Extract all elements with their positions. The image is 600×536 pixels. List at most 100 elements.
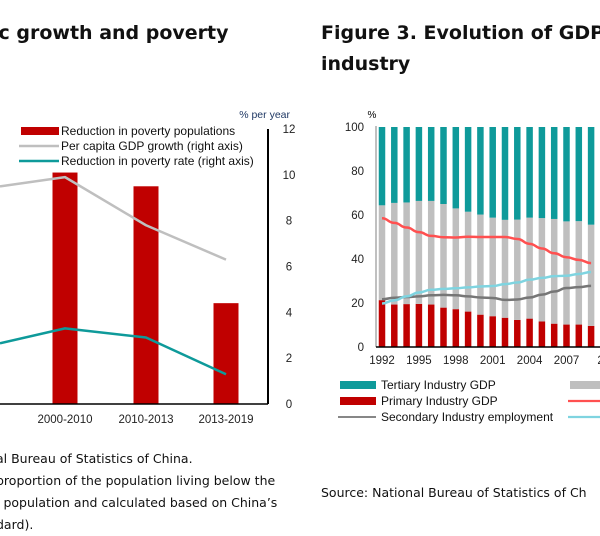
y-tick-label: 4 bbox=[286, 307, 293, 319]
bar-primary-industry-gdp bbox=[514, 319, 521, 347]
bar-tertiary-industry-gdp bbox=[427, 127, 435, 201]
note-line: al Bureau of Statistics of China. bbox=[0, 451, 193, 466]
legend-label: Per capita GDP growth (right axis) bbox=[61, 139, 243, 153]
bar-tertiary-industry-gdp bbox=[440, 127, 447, 204]
right-figure-title-line2: industry bbox=[321, 53, 411, 75]
x-tick-label: 1992 bbox=[369, 355, 395, 367]
x-tick-label: 2010-2013 bbox=[119, 414, 174, 426]
bar-tertiary-industry-gdp bbox=[489, 127, 496, 218]
bar-secondary-industry-gdp bbox=[378, 205, 386, 301]
legend-label: Reduction in poverty populations bbox=[61, 124, 235, 138]
line-tertiary-industry-employment bbox=[381, 270, 592, 305]
left-figure-notes: al Bureau of Statistics of China. propor… bbox=[0, 448, 277, 536]
bar-primary-industry-gdp bbox=[452, 309, 460, 347]
right-chart: % 0 20 40 60 80 100 1992 1995 1998 2001 2004 2007 2… bbox=[338, 110, 600, 424]
bar-secondary-industry-gdp bbox=[415, 200, 423, 304]
x-tick-label: 2004 bbox=[517, 355, 543, 367]
legend-label: Primary Industry GDP bbox=[381, 394, 498, 408]
bar-secondary-industry-gdp bbox=[489, 217, 496, 317]
right-axis-unit-label: % per year bbox=[239, 109, 290, 121]
bar-tertiary-industry-gdp bbox=[391, 127, 398, 203]
x-tick-label: 2001 bbox=[480, 355, 506, 367]
x-tick-label: 2007 bbox=[554, 355, 580, 367]
bar-secondary-industry-gdp bbox=[391, 202, 398, 305]
y-tick-label: 100 bbox=[345, 122, 364, 134]
bar-secondary-industry-gdp bbox=[587, 224, 595, 326]
y-tick-label: 10 bbox=[283, 170, 296, 182]
bar-tertiary-industry-gdp bbox=[477, 127, 484, 215]
legend-swatch-tertiary-industry-gdp bbox=[340, 381, 376, 389]
legend-label: Reduction in poverty rate (right axis) bbox=[61, 154, 254, 168]
bar-primary-industry-gdp bbox=[538, 321, 546, 347]
bar-tertiary-industry-gdp bbox=[575, 127, 583, 222]
bar-secondary-industry-gdp bbox=[501, 219, 509, 318]
y-tick-label: 0 bbox=[286, 399, 292, 411]
legend-label: Tertiary Industry GDP bbox=[381, 378, 496, 392]
bar-tertiary-industry-gdp bbox=[378, 127, 386, 206]
bar-primary-industry-gdp bbox=[587, 325, 595, 347]
bar-secondary-industry-gdp bbox=[477, 214, 484, 315]
x-tick-label: 1995 bbox=[406, 355, 432, 367]
x-tick-label: 1998 bbox=[443, 355, 469, 367]
bar-primary-industry-gdp bbox=[403, 304, 410, 347]
bar-secondary-industry-gdp bbox=[550, 218, 558, 324]
line-reduction-in-poverty-rate bbox=[0, 327, 227, 376]
bar-primary-industry-gdp bbox=[489, 316, 496, 347]
bar-tertiary-industry-gdp bbox=[452, 127, 460, 209]
left-figure-title: ic growth and poverty bbox=[0, 22, 229, 44]
bar-primary-industry-gdp bbox=[415, 303, 423, 347]
legend-swatch-primary-industry-gdp bbox=[340, 397, 376, 405]
note-line: proportion of the population living belo… bbox=[0, 473, 276, 488]
y-tick-label: 2 bbox=[286, 353, 292, 365]
y-tick-label: 20 bbox=[351, 298, 364, 310]
right-figure-title-line1: Figure 3. Evolution of GDP a bbox=[321, 22, 600, 44]
bar-reduction-in-poverty-populations bbox=[213, 303, 239, 404]
y-tick-label: 80 bbox=[351, 166, 364, 178]
bar-tertiary-industry-gdp bbox=[563, 127, 570, 222]
note-line: dard). bbox=[0, 517, 34, 532]
bar-primary-industry-gdp bbox=[391, 304, 398, 347]
right-figure-source: Source: National Bureau of Statistics of… bbox=[321, 485, 587, 500]
bar-primary-industry-gdp bbox=[378, 300, 386, 347]
bar-tertiary-industry-gdp bbox=[464, 127, 472, 212]
bar-secondary-industry-gdp bbox=[440, 204, 447, 308]
bar-secondary-industry-gdp bbox=[464, 211, 472, 312]
legend-swatch-secondary-industry-gdp bbox=[570, 381, 600, 389]
bar-primary-industry-gdp bbox=[464, 311, 472, 347]
bar-reduction-in-poverty-populations bbox=[133, 186, 159, 404]
bar-primary-industry-gdp bbox=[427, 304, 435, 347]
legend-label: Secondary Industry employment bbox=[381, 410, 554, 424]
y-axis-unit-label: % bbox=[368, 110, 377, 121]
bar-secondary-industry-gdp bbox=[563, 221, 570, 325]
x-tick-label: 2013-2019 bbox=[199, 414, 254, 426]
bar-secondary-industry-gdp bbox=[452, 208, 460, 310]
y-tick-label: 40 bbox=[351, 254, 364, 266]
y-tick-label: 0 bbox=[358, 342, 364, 354]
bar-reduction-in-poverty-populations bbox=[52, 172, 78, 404]
bar-primary-industry-gdp bbox=[477, 314, 484, 347]
bar-tertiary-industry-gdp bbox=[526, 127, 533, 218]
y-tick-label: 12 bbox=[283, 124, 296, 136]
x-tick-label: 2000-2010 bbox=[38, 414, 93, 426]
bar-secondary-industry-gdp bbox=[526, 217, 533, 319]
note-line: l population and calculated based on Chi… bbox=[0, 495, 278, 510]
bar-primary-industry-gdp bbox=[526, 318, 533, 347]
bar-primary-industry-gdp bbox=[575, 324, 583, 347]
legend-swatch-reduction-in-poverty-populations bbox=[21, 127, 59, 135]
bar-primary-industry-gdp bbox=[440, 307, 447, 347]
y-tick-label: 60 bbox=[351, 210, 364, 222]
bar-primary-industry-gdp bbox=[563, 324, 570, 347]
line-primary-industry-employment bbox=[381, 217, 592, 265]
line-secondary-industry-employment bbox=[381, 284, 592, 302]
bar-secondary-industry-gdp bbox=[403, 202, 410, 305]
bar-tertiary-industry-gdp bbox=[538, 127, 546, 219]
bar-tertiary-industry-gdp bbox=[550, 127, 558, 219]
bar-secondary-industry-gdp bbox=[427, 200, 435, 305]
x-tick-label: 20 bbox=[597, 355, 600, 367]
y-tick-label: 8 bbox=[286, 216, 292, 228]
bar-secondary-industry-gdp bbox=[538, 218, 546, 322]
right-figure-title: Figure 3. Evolution of GDP a industry bbox=[321, 18, 600, 80]
bar-tertiary-industry-gdp bbox=[501, 127, 509, 220]
